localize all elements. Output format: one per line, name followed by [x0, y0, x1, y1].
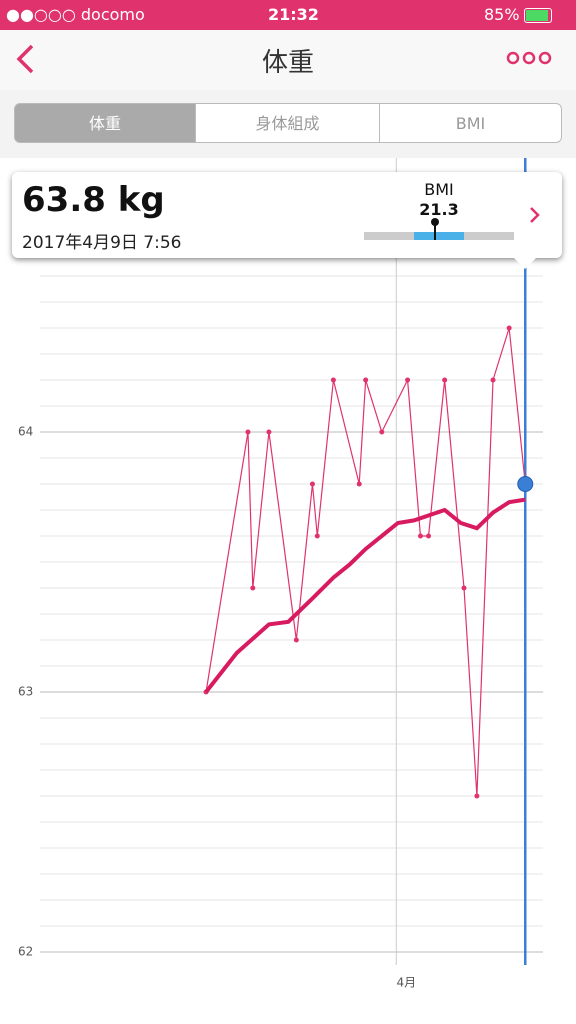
bmi-gauge — [364, 232, 514, 240]
point — [363, 377, 369, 383]
detail-card[interactable]: 63.8 kg 2017年4月9日 7:56 BMI 21.3 — [12, 172, 562, 269]
carrier: ●●○○○ docomo — [6, 5, 145, 24]
point — [314, 533, 320, 539]
battery-level: 85% — [484, 5, 520, 24]
point — [309, 481, 315, 487]
title: 体重 — [261, 48, 314, 78]
selected-point — [517, 476, 534, 492]
point — [417, 533, 423, 539]
y-tick-label: 62 — [18, 945, 33, 959]
point — [405, 377, 411, 383]
datetime: 2017年4月9日 7:56 — [22, 233, 182, 253]
point — [356, 481, 362, 487]
bmi-needle-head — [431, 218, 439, 226]
point — [474, 793, 480, 799]
point — [426, 533, 432, 539]
time: 21:32 — [268, 5, 319, 24]
bmi-label: BMI — [424, 180, 454, 199]
point — [461, 585, 467, 591]
point — [250, 585, 256, 591]
battery-icon — [524, 8, 552, 23]
y-tick-label: 64 — [18, 425, 33, 439]
bmi-value: 21.3 — [419, 200, 459, 219]
point — [330, 377, 336, 383]
x-tick-label: 4月 — [396, 976, 416, 990]
point — [266, 429, 272, 435]
weight: 63.8 kg — [22, 180, 165, 220]
back-button[interactable] — [14, 42, 38, 76]
line — [205, 327, 526, 797]
tab[interactable]: 身体組成 — [195, 103, 380, 143]
point — [245, 429, 251, 435]
status-bar: ●●○○○ docomo 21:32 85% — [0, 0, 576, 30]
tab[interactable]: BMI — [379, 103, 562, 143]
segment-bar: 体重 身体組成 BMI — [0, 90, 576, 158]
point — [506, 325, 512, 331]
y-tick-label: 63 — [18, 685, 33, 699]
line — [204, 497, 526, 694]
nav-bar: 体重 — [0, 30, 576, 90]
point — [293, 637, 299, 643]
point — [490, 377, 496, 383]
card-arrow — [530, 207, 540, 223]
tab[interactable]: 体重 — [14, 103, 196, 143]
point — [379, 429, 385, 435]
bmi-needle — [434, 222, 436, 240]
card-notch — [512, 256, 538, 269]
more-button[interactable] — [506, 50, 552, 66]
point — [442, 377, 448, 383]
